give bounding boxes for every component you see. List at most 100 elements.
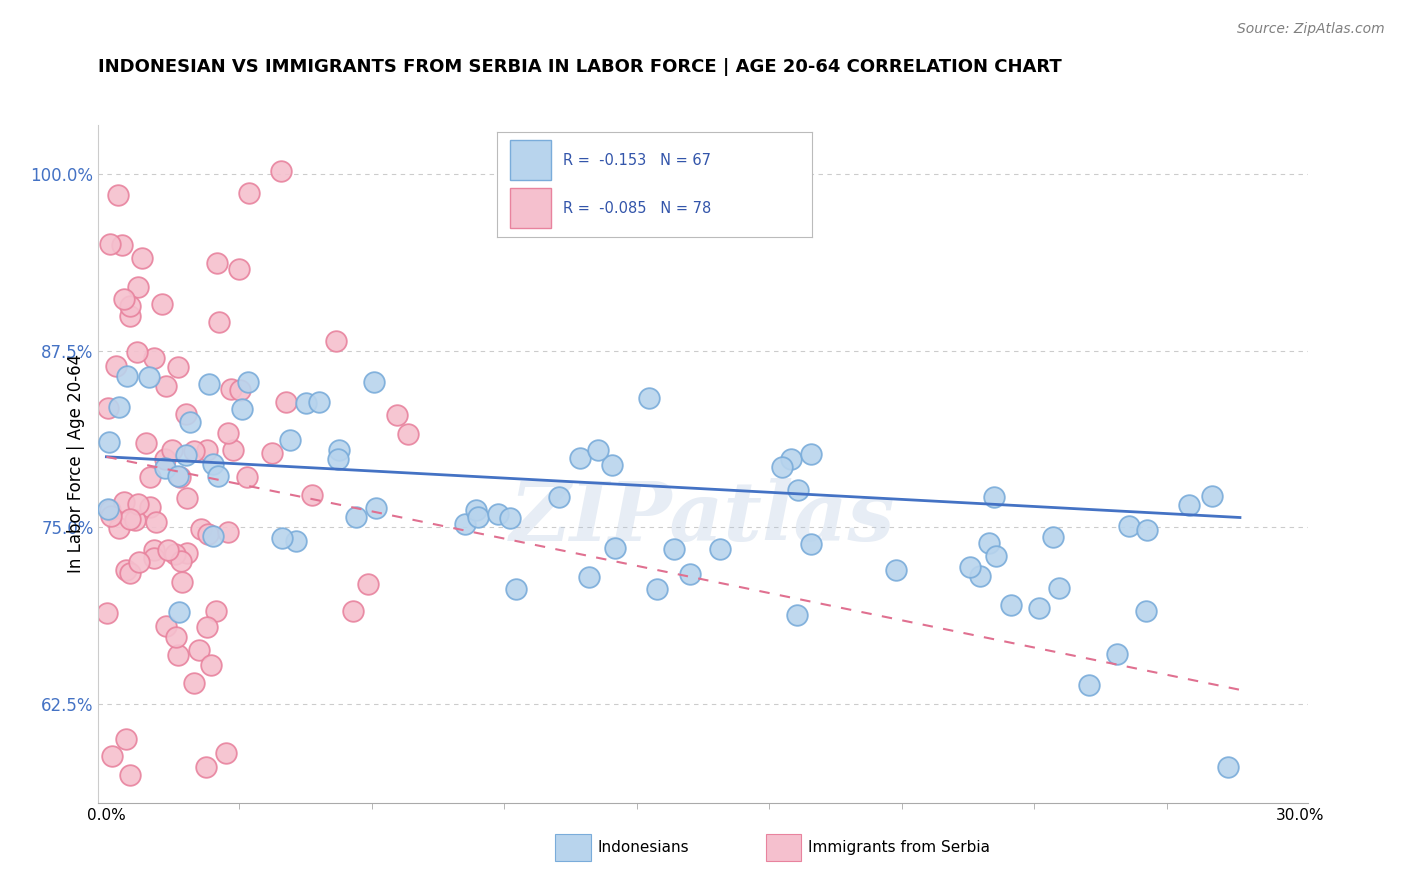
Point <box>977 536 1000 550</box>
Point <box>270 164 292 178</box>
Point <box>357 576 380 591</box>
Point <box>127 497 149 511</box>
Point <box>1216 760 1239 774</box>
Point <box>188 643 211 657</box>
Text: Source: ZipAtlas.com: Source: ZipAtlas.com <box>1237 22 1385 37</box>
Point <box>569 451 592 466</box>
Point <box>167 648 190 662</box>
Point <box>1118 519 1140 533</box>
Point <box>153 451 176 466</box>
Point <box>96 606 118 620</box>
Point <box>219 382 242 396</box>
Point <box>124 513 146 527</box>
Point <box>278 433 301 447</box>
Point <box>204 604 226 618</box>
Point <box>271 531 294 545</box>
Point <box>284 533 307 548</box>
Point <box>165 631 187 645</box>
Point <box>638 391 661 405</box>
Point <box>499 511 522 525</box>
Point <box>202 457 225 471</box>
Point <box>167 468 190 483</box>
Point <box>301 487 323 501</box>
Point <box>1135 604 1157 618</box>
Point <box>238 186 260 200</box>
Point <box>547 490 569 504</box>
Point <box>779 452 801 467</box>
Point <box>139 470 162 484</box>
Point <box>138 500 160 514</box>
Point <box>274 395 297 409</box>
Point <box>229 383 252 397</box>
Point <box>183 675 205 690</box>
Point <box>454 517 477 532</box>
Point <box>176 448 198 462</box>
Point <box>111 238 134 252</box>
Point <box>176 491 198 505</box>
Point <box>236 470 259 484</box>
Point <box>98 503 121 517</box>
Point <box>118 299 141 313</box>
Point <box>217 425 239 440</box>
Point <box>215 747 238 761</box>
Point <box>169 469 191 483</box>
Point <box>217 524 239 539</box>
Point <box>800 447 823 461</box>
Point <box>366 501 388 516</box>
Point <box>104 359 127 373</box>
Point <box>143 351 166 365</box>
Point <box>262 446 284 460</box>
Point <box>115 563 138 577</box>
Point <box>385 408 408 422</box>
Point <box>120 767 142 781</box>
Point <box>578 569 600 583</box>
Point <box>308 395 330 409</box>
Point <box>325 334 347 348</box>
Point <box>236 375 259 389</box>
Point <box>155 461 177 475</box>
Point <box>1078 678 1101 692</box>
Point <box>1136 523 1159 537</box>
Point <box>1047 581 1070 595</box>
Point <box>200 658 222 673</box>
Point <box>787 483 810 498</box>
Point <box>155 619 177 633</box>
Point <box>770 460 793 475</box>
Point <box>160 443 183 458</box>
Point <box>166 359 188 374</box>
Point <box>115 732 138 747</box>
Point <box>1105 647 1128 661</box>
Text: INDONESIAN VS IMMIGRANTS FROM SERBIA IN LABOR FORCE | AGE 20-64 CORRELATION CHAR: INDONESIAN VS IMMIGRANTS FROM SERBIA IN … <box>98 58 1062 76</box>
Point <box>96 502 118 516</box>
Point <box>969 569 991 583</box>
Point <box>128 555 150 569</box>
Point <box>326 451 349 466</box>
Point <box>645 582 668 596</box>
Point <box>664 542 686 557</box>
Point <box>170 575 193 590</box>
Point <box>588 442 610 457</box>
Point <box>120 512 142 526</box>
Point <box>342 604 364 618</box>
Point <box>465 502 488 516</box>
Point <box>125 344 148 359</box>
Point <box>101 749 124 764</box>
Point <box>467 509 489 524</box>
Point <box>198 377 221 392</box>
Point <box>145 515 167 529</box>
Point <box>150 297 173 311</box>
Point <box>222 443 245 458</box>
Point <box>112 292 135 306</box>
Point <box>155 379 177 393</box>
Point <box>112 495 135 509</box>
Point <box>163 547 186 561</box>
Point <box>208 315 231 329</box>
Point <box>1000 598 1022 612</box>
Point <box>207 468 229 483</box>
Point <box>800 537 823 551</box>
Point <box>183 443 205 458</box>
Point <box>709 542 731 557</box>
Point <box>1042 530 1064 544</box>
Point <box>195 620 218 634</box>
Point <box>884 563 907 577</box>
